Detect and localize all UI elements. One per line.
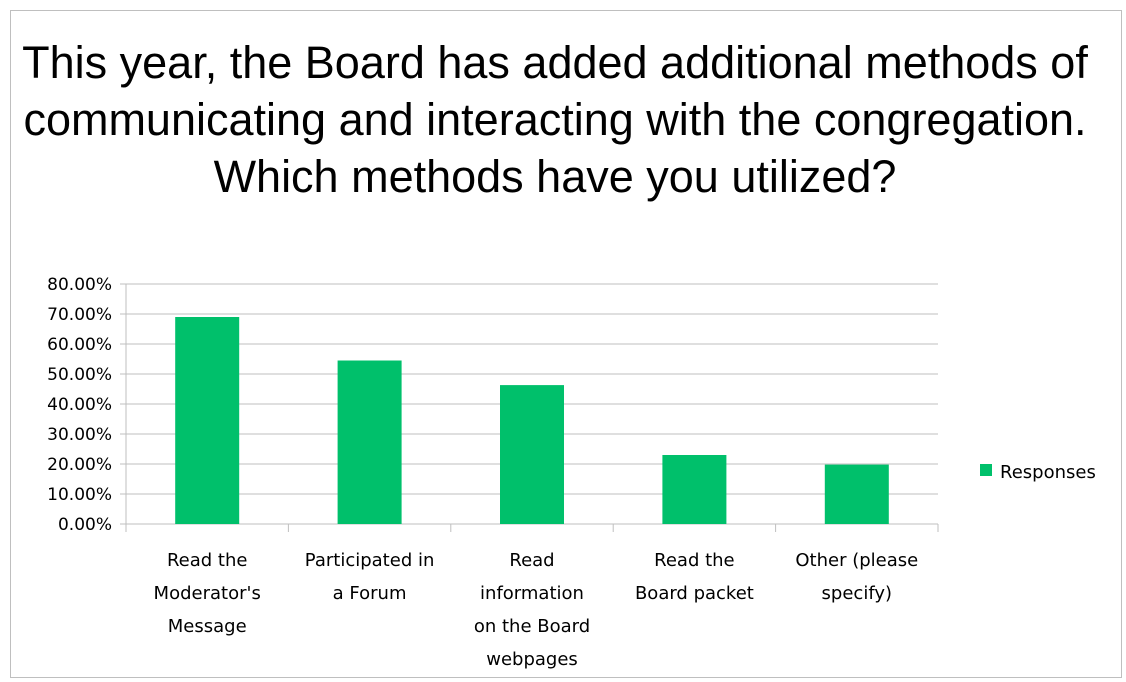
x-category-label: Other (please specify) xyxy=(795,550,918,604)
y-tick-labels: 0.00% 10.00% 20.00% 30.00% 40.00% 50.00% 60.00… xyxy=(47,275,112,535)
bar xyxy=(662,455,727,524)
bars xyxy=(175,317,889,524)
legend-label-responses: Responses xyxy=(1000,462,1096,483)
y-tick-label: 40.00% xyxy=(47,395,112,415)
chart-title: This year, the Board has added additiona… xyxy=(22,37,1088,202)
y-tick-label: 30.00% xyxy=(47,425,112,445)
bar xyxy=(175,317,240,524)
bar xyxy=(337,360,402,524)
legend-swatch xyxy=(980,464,992,476)
bar xyxy=(824,464,889,524)
x-category-label: Participated in a Forum xyxy=(305,550,435,604)
y-tick-label: 50.00% xyxy=(47,365,112,385)
x-category-label: Read the Board packet xyxy=(635,550,754,604)
x-category-labels: Read the Moderator's Message Participated i… xyxy=(154,550,919,670)
y-tick-label: 70.00% xyxy=(47,305,112,325)
x-category-label: Read information on the Board webpages xyxy=(474,550,590,670)
y-tick-label: 10.00% xyxy=(47,485,112,505)
legend: Responses xyxy=(980,462,1096,483)
y-tick-label: 60.00% xyxy=(47,335,112,355)
y-tick-label: 20.00% xyxy=(47,455,112,475)
y-tick-label: 0.00% xyxy=(58,515,112,535)
bar xyxy=(500,385,564,524)
x-category-label: Read the Moderator's Message xyxy=(154,550,261,637)
y-tick-label: 80.00% xyxy=(47,275,112,295)
